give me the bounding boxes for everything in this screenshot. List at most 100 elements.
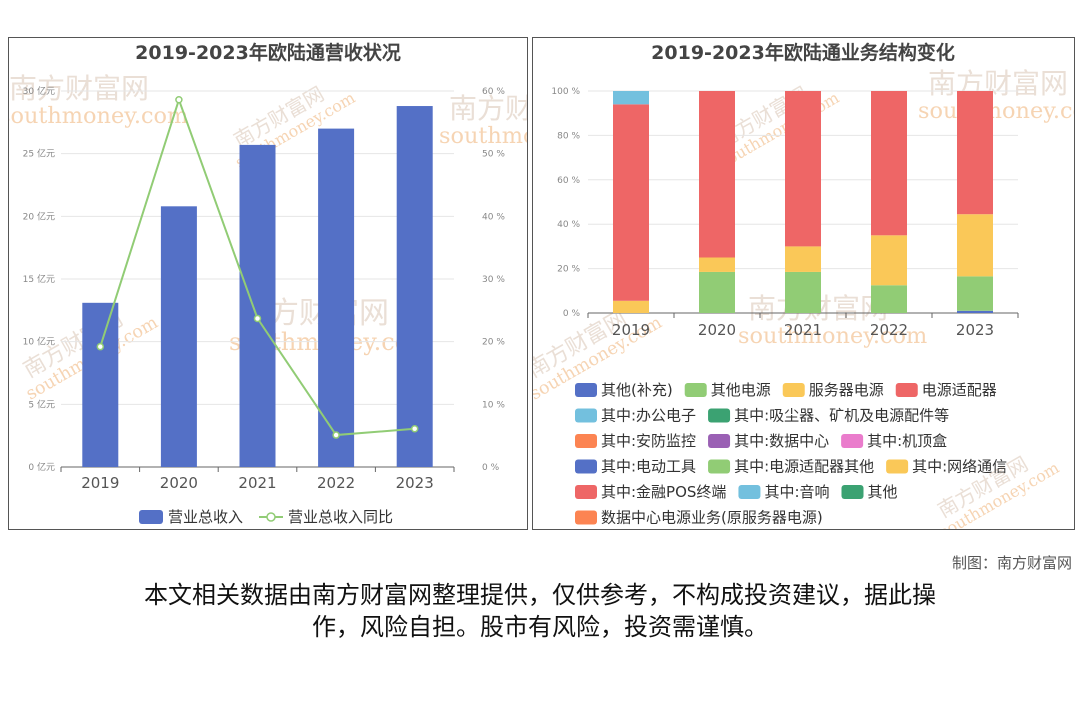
- revenue-bar: [396, 106, 433, 467]
- watermark-url: southmoney.com: [9, 103, 188, 129]
- x-tick-label: 2023: [956, 321, 994, 339]
- revenue-bar: [239, 144, 276, 467]
- x-tick-label: 2020: [698, 321, 736, 339]
- legend-label: 其中:电源适配器其他: [734, 458, 874, 476]
- y-tick-label: 40 %: [557, 220, 580, 230]
- watermark-url: southmoney.com: [439, 123, 527, 149]
- legend-swatch-yoy-marker: [266, 512, 276, 522]
- y-tick-label: 60 %: [557, 176, 580, 186]
- legend-swatch: [684, 383, 707, 397]
- stacked-bar-segment: [785, 271, 821, 313]
- legend-swatch: [738, 485, 761, 499]
- stacked-bar-segment: [613, 91, 649, 105]
- x-tick-label: 2019: [81, 474, 119, 492]
- y-tick-label-left: 5 亿元: [28, 398, 55, 410]
- y-tick-label-right: 20 %: [482, 338, 505, 348]
- legend-label: 电源适配器: [922, 381, 997, 399]
- x-tick-label: 2020: [160, 474, 198, 492]
- chart-title: 2019-2023年欧陆通营收状况: [135, 41, 401, 64]
- y-tick-label-right: 0 %: [482, 463, 500, 473]
- y-tick-label-left: 20 亿元: [23, 210, 55, 222]
- legend-swatch: [895, 383, 918, 397]
- legend-swatch: [708, 459, 731, 474]
- revenue-bar: [82, 302, 119, 467]
- legend-label: 其中:机顶盒: [867, 432, 947, 450]
- legend-label: 其他: [868, 483, 898, 501]
- y-tick-label-right: 40 %: [482, 212, 505, 222]
- legend-swatch: [575, 459, 597, 474]
- legend-label: 数据中心电源业务(原服务器电源): [601, 509, 823, 527]
- legend: 营业总收入 营业总收入同比: [139, 508, 393, 526]
- legend-swatch: [782, 383, 805, 397]
- stacked-bar-segment: [699, 257, 735, 272]
- revenue-chart-panel: 南方财富网southmoney.com南方财富网southmoney.com南方…: [8, 37, 528, 530]
- chart-credit: 制图：南方财富网: [951, 554, 1072, 572]
- stacked-bar-segment: [957, 214, 993, 277]
- stacked-bar-segment: [785, 91, 821, 247]
- legend-swatch: [575, 510, 597, 525]
- stacked-bar-segment: [871, 235, 907, 286]
- stacked-bar-segment: [871, 285, 907, 313]
- legend-label: 其中:数据中心: [734, 432, 829, 450]
- legend-label: 其中:金融POS终端: [601, 483, 726, 501]
- legend-swatch: [575, 408, 597, 423]
- yoy-growth-point: [96, 342, 105, 351]
- y-tick-label-right: 30 %: [482, 275, 505, 285]
- watermark-text: 南方财富网: [9, 72, 149, 105]
- yoy-growth-point: [410, 425, 419, 433]
- x-tick-label: 2021: [238, 474, 276, 492]
- y-tick-label: 80 %: [557, 131, 580, 141]
- legend-label: 其中:办公电子: [601, 407, 696, 425]
- y-tick-label-left: 30 亿元: [23, 85, 55, 97]
- business-structure-chart: 南方财富网southmoney.com南方财富网southmoney.com南方…: [533, 41, 1074, 529]
- legend-label: 其中:电动工具: [601, 458, 696, 476]
- legend-swatch: [841, 485, 864, 499]
- y-tick-label: 20 %: [557, 265, 580, 275]
- watermark-text: 南方财富网: [449, 92, 527, 125]
- stacked-bar-segment: [957, 91, 993, 215]
- legend-label: 其他电源: [711, 381, 771, 399]
- y-tick-label: 100 %: [551, 87, 580, 97]
- watermark-text: 南方财富网: [928, 67, 1068, 100]
- stacked-bar-segment: [957, 276, 993, 311]
- legend-swatch-revenue: [139, 510, 163, 524]
- legend-label: 其中:网络通信: [912, 458, 1007, 476]
- legend-swatch: [708, 434, 731, 448]
- x-tick-label: 2023: [396, 474, 434, 492]
- stacked-bar-segment: [613, 300, 649, 313]
- x-tick-label: 2022: [870, 321, 908, 339]
- stacked-bar-segment: [871, 91, 907, 236]
- y-tick-label-left: 10 亿元: [23, 336, 55, 348]
- legend-label: 服务器电源: [809, 381, 884, 399]
- legend-label-revenue: 营业总收入: [168, 508, 243, 526]
- stacked-bar-segment: [699, 271, 735, 313]
- y-tick-label-left: 0 亿元: [28, 461, 55, 473]
- y-tick-label-left: 15 亿元: [23, 273, 55, 285]
- x-tick-label: 2022: [317, 474, 355, 492]
- stacked-bar-segment: [957, 310, 993, 313]
- legend-swatch: [708, 408, 731, 423]
- chart-title: 2019-2023年欧陆通业务结构变化: [651, 41, 955, 64]
- disclaimer-line-2: 作，风险自担。股市有风险，投资需谨慎。: [312, 613, 768, 641]
- legend-swatch: [575, 383, 597, 397]
- legend-label: 其中:吸尘器、矿机及电源配件等: [734, 407, 949, 425]
- x-tick-label: 2019: [612, 321, 650, 339]
- legend-swatch: [886, 459, 909, 474]
- stacked-bar-segment: [699, 91, 735, 258]
- y-tick-label-right: 10 %: [482, 400, 505, 410]
- legend-swatch: [841, 434, 864, 448]
- revenue-bar: [160, 206, 197, 467]
- yoy-growth-point: [253, 314, 262, 323]
- watermark-url: southmoney.com: [918, 98, 1074, 124]
- stacked-bar-segment: [613, 104, 649, 301]
- yoy-growth-point: [175, 96, 183, 104]
- legend-label: 其他(补充): [601, 381, 673, 399]
- disclaimer: 本文相关数据由南方财富网整理提供，仅供参考，不构成投资建议，据此操 作，风险自担…: [60, 579, 1020, 643]
- legend-label-yoy: 营业总收入同比: [288, 508, 393, 526]
- legend-swatch: [575, 434, 597, 448]
- disclaimer-line-1: 本文相关数据由南方财富网整理提供，仅供参考，不构成投资建议，据此操: [144, 581, 936, 609]
- business-structure-chart-panel: 南方财富网southmoney.com南方财富网southmoney.com南方…: [532, 37, 1075, 530]
- revenue-chart: 南方财富网southmoney.com南方财富网southmoney.com南方…: [9, 41, 527, 526]
- legend-swatch: [575, 485, 597, 499]
